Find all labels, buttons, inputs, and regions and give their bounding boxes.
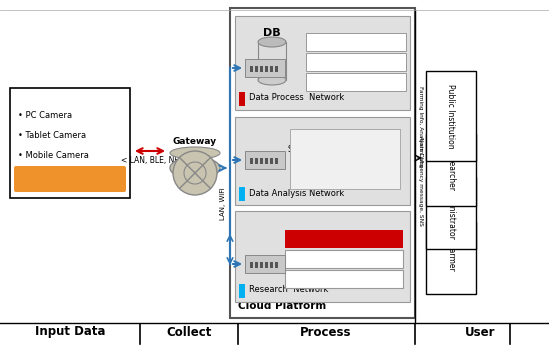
Text: DNN Analysis: DNN Analysis	[307, 234, 381, 244]
Text: Collect: Collect	[166, 326, 212, 338]
Bar	[245, 59, 285, 77]
Bar	[426, 177, 476, 249]
Text: Spark ML / Spark Streaming: Spark ML / Spark Streaming	[288, 146, 400, 155]
Bar	[265, 66, 268, 72]
Bar	[306, 33, 406, 51]
Ellipse shape	[170, 157, 220, 179]
Bar	[235, 211, 410, 302]
Bar	[426, 71, 476, 161]
Text: Farmer: Farmer	[446, 245, 456, 271]
Bar	[275, 66, 278, 72]
Text: RAW Data: RAW Data	[334, 78, 378, 86]
Bar	[426, 222, 476, 294]
Text: • Tablet Camera: • Tablet Camera	[18, 131, 86, 140]
Bar	[235, 117, 410, 205]
Text: Administrator: Administrator	[446, 186, 456, 239]
Bar	[255, 158, 258, 164]
Bar	[306, 53, 406, 71]
Text: Processed Data: Processed Data	[321, 37, 391, 46]
Bar	[255, 262, 258, 268]
Bar	[270, 262, 273, 268]
Text: Web Dashboard: Web Dashboard	[300, 274, 388, 284]
Bar	[265, 158, 268, 164]
Bar	[275, 262, 278, 268]
Bar	[258, 42, 286, 80]
Text: Data Process  Network: Data Process Network	[249, 93, 344, 102]
Bar	[239, 187, 245, 201]
Ellipse shape	[258, 75, 286, 85]
Bar	[290, 129, 400, 189]
Bar	[285, 230, 403, 248]
Bar	[235, 16, 410, 110]
Text: LAN, WiFi: LAN, WiFi	[220, 188, 226, 220]
Bar	[250, 262, 253, 268]
Bar	[306, 73, 406, 91]
Bar	[275, 158, 278, 164]
Text: Process: Process	[300, 326, 352, 338]
FancyBboxPatch shape	[14, 166, 126, 192]
Bar	[285, 270, 403, 288]
Bar	[285, 250, 403, 268]
Circle shape	[173, 151, 217, 195]
Text: Hadoop Cluster: Hadoop Cluster	[306, 158, 382, 168]
Text: DB: DB	[263, 28, 281, 38]
Text: Public Institution: Public Institution	[446, 84, 456, 148]
Bar	[250, 158, 253, 164]
Text: < LAN, BLE, NFC >: < LAN, BLE, NFC >	[121, 156, 193, 165]
Bar	[260, 262, 263, 268]
Bar	[260, 158, 263, 164]
Text: DB Management: DB Management	[299, 254, 389, 264]
Bar	[230, 8, 415, 318]
Bar	[245, 255, 285, 273]
Text: Alarm, Urgency message, SNS: Alarm, Urgency message, SNS	[417, 136, 423, 226]
Text: User: User	[465, 326, 495, 338]
Bar	[426, 134, 476, 206]
Text: Farming Info, Analysis Data: Farming Info, Analysis Data	[417, 86, 423, 166]
Bar	[294, 129, 400, 185]
Bar	[245, 151, 285, 169]
Text: Researcher: Researcher	[446, 148, 456, 191]
Bar	[298, 129, 400, 181]
Text: • PC Camera: • PC Camera	[18, 111, 72, 120]
Bar	[239, 92, 245, 106]
Bar	[270, 66, 273, 72]
Text: Cloud Platform: Cloud Platform	[238, 301, 326, 311]
Text: Devices: Devices	[47, 173, 93, 183]
Bar	[10, 88, 130, 198]
Bar	[260, 66, 263, 72]
Bar	[255, 66, 258, 72]
Text: Preprocessed Data: Preprocessed Data	[313, 57, 399, 66]
Bar	[250, 66, 253, 72]
Bar	[265, 262, 268, 268]
Text: Data Analysis Network: Data Analysis Network	[249, 189, 344, 198]
Text: Input Data: Input Data	[35, 326, 105, 338]
Bar	[239, 284, 245, 298]
Text: Gateway: Gateway	[173, 137, 217, 146]
Text: Research  Network: Research Network	[249, 285, 328, 294]
Ellipse shape	[170, 147, 220, 159]
Ellipse shape	[258, 37, 286, 47]
Bar	[270, 158, 273, 164]
Text: • Mobile Camera: • Mobile Camera	[18, 152, 89, 161]
